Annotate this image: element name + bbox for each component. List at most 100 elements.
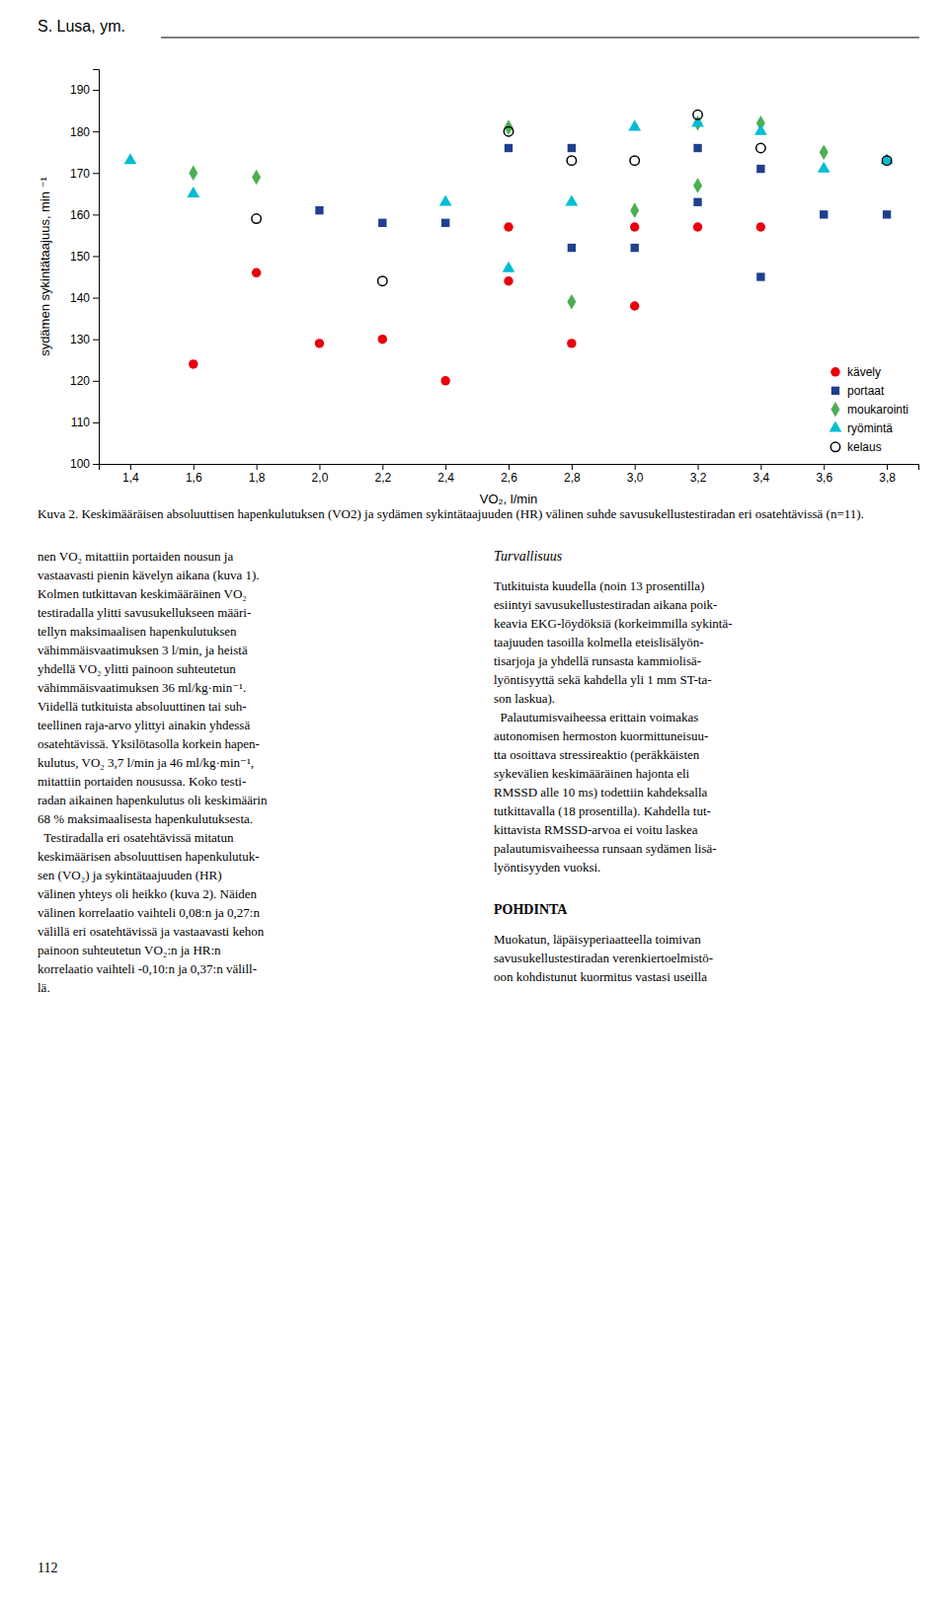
body-text-line: vastaavasti pienin kävelyn aikana (kuva … — [37, 567, 260, 583]
tick-mark — [445, 464, 447, 471]
point — [756, 143, 766, 153]
tick: 120 — [70, 374, 99, 389]
tick-mark — [92, 89, 99, 91]
point — [315, 206, 323, 215]
body-text-line: välinen korrelaatio vaihteli 0,08:n ja 0… — [37, 905, 260, 921]
body-text-line: 68 % maksimaalisesta hapenkulutuksesta. — [37, 811, 253, 827]
tick: 1,6 — [185, 464, 203, 485]
x-axis: 1,41,61,82,02,22,42,62,83,03,23,43,63,8 — [99, 464, 920, 485]
point — [754, 124, 768, 136]
body-text-line: son laskua). — [493, 691, 555, 707]
tick: 150 — [70, 249, 99, 264]
body-text-line: tisarjoja ja yhdellä runsasta kammiolisä… — [493, 653, 702, 669]
tick-label: 3,2 — [690, 471, 708, 485]
page: S. Lusa, ym.1,41,61,82,02,22,42,62,83,03… — [0, 0, 948, 1600]
section-heading-line: POHDINTA — [493, 902, 568, 918]
legend-label: moukarointi — [847, 402, 909, 417]
legend-symbol — [830, 442, 840, 452]
body-text-line: lyöntisyyden vuoksi. — [493, 860, 601, 875]
point — [251, 169, 261, 186]
tick: 1,4 — [122, 464, 140, 485]
legend-item: portaat — [831, 384, 885, 398]
header-rule — [160, 37, 920, 39]
caption: Kuva 2. Keskimääräisen absoluuttisen hap… — [37, 506, 865, 522]
section-heading: Turvallisuus — [493, 549, 563, 564]
point — [566, 156, 576, 165]
tick: 100 — [70, 457, 99, 472]
series — [251, 110, 892, 287]
point — [503, 126, 513, 136]
tick: 190 — [70, 82, 99, 97]
legend-symbol — [830, 367, 840, 377]
tick-mark — [886, 464, 888, 471]
tick: 2,0 — [312, 464, 329, 485]
tick-label: 180 — [70, 124, 90, 139]
body-text-line: tta osoittava stressireaktio (peräkkäist… — [493, 747, 701, 763]
point — [251, 214, 261, 224]
tick-mark — [92, 298, 99, 300]
body-text-line: testiradalla ylitti savusukellukseen mää… — [37, 605, 251, 621]
body-text-line: tutkittavalla (18 prosentilla). Kahdella… — [493, 803, 711, 819]
point — [567, 144, 576, 153]
tick-mark — [92, 339, 99, 341]
point — [504, 144, 513, 153]
body-text-line: välillä eri osatehtävissä ja vastaavasti… — [37, 924, 265, 940]
tick: 3,6 — [815, 464, 833, 485]
tick-label: 110 — [71, 415, 90, 430]
point — [817, 161, 831, 173]
tick: 3,0 — [627, 464, 644, 485]
section-heading-line: Turvallisuus — [493, 549, 563, 564]
body-text-line: vähimmäisvaatimuksen 3 l/min, ja heistä — [37, 642, 248, 658]
tick: 3,4 — [753, 464, 771, 485]
series — [188, 222, 766, 386]
tick-label: 2,2 — [374, 471, 392, 485]
point — [124, 153, 138, 164]
point — [630, 222, 639, 232]
legend-symbol — [831, 387, 840, 395]
legend-label: portaat — [847, 384, 885, 398]
body-text-line: Muokatun, läpäisyperiaatteella toimivan — [493, 932, 702, 948]
section-heading: POHDINTA — [493, 902, 568, 918]
page-header: S. Lusa, ym. — [37, 17, 126, 35]
series — [124, 115, 894, 272]
point — [440, 376, 450, 386]
body-text-line: Viidellä tutkituista absoluuttinen tai s… — [37, 699, 247, 714]
body-text-line: oon kohdistunut kuormitus vastasi useill… — [493, 969, 708, 985]
tick-mark — [318, 464, 320, 471]
legend-item: moukarointi — [830, 401, 909, 418]
body-text-line: painoon suhteutetun VO₂:n ja HR:n — [37, 943, 222, 958]
point — [566, 294, 576, 311]
tick-mark — [760, 464, 762, 471]
tick-mark — [193, 464, 195, 471]
tick-mark — [92, 214, 99, 216]
tick: 1,8 — [248, 464, 266, 485]
point — [567, 243, 576, 252]
tick: 2,8 — [563, 464, 581, 485]
point — [315, 338, 324, 348]
tick-label: 1,8 — [248, 471, 266, 485]
body-text-line: keavia EKG-löydöksiä (korkeimmilla sykin… — [493, 616, 733, 632]
body-text-line: vähimmäisvaatimuksen 36 ml/kg·min⁻¹. — [37, 680, 246, 696]
tick-label: 3,8 — [878, 471, 896, 485]
body-text-line: Testiradalla eri osatehtävissä mitatun — [37, 830, 235, 846]
body-text: Tutkituista kuudella (noin 13 prosentill… — [493, 578, 733, 875]
tick: 2,4 — [437, 464, 455, 485]
body-text-line: Kolmen tutkittavan keskimääräinen VO₂ — [37, 586, 247, 602]
legend-item: kävely — [830, 365, 881, 380]
point — [756, 164, 765, 173]
point — [441, 219, 450, 228]
body-text-line: kulutus, VO₂ 3,7 l/min ja 46 ml/kg·min⁻¹… — [37, 755, 254, 771]
tick: 130 — [70, 332, 99, 347]
tick-label: 140 — [70, 291, 90, 306]
point — [882, 210, 891, 219]
tick-mark — [698, 464, 700, 471]
point — [628, 120, 641, 132]
tick-label: 2,8 — [563, 471, 581, 485]
series — [315, 144, 891, 282]
tick-mark — [571, 464, 573, 471]
legend-label: ryömintä — [847, 421, 893, 436]
point — [693, 222, 703, 232]
legend: kävelyportaatmoukarointiryömintäkelaus — [829, 365, 909, 455]
body-text-line: taajuuden tasoilla kolmella eteislisälyö… — [493, 634, 705, 650]
body-text-line: tellyn maksimaalisen hapenkulutuksen — [37, 624, 237, 639]
